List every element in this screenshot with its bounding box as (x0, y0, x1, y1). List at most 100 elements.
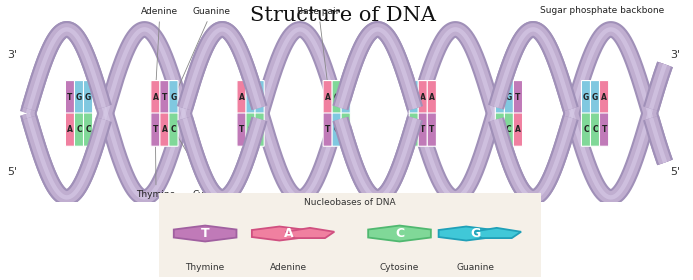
FancyBboxPatch shape (237, 81, 246, 114)
Text: G: G (333, 125, 340, 134)
FancyBboxPatch shape (74, 113, 84, 146)
FancyBboxPatch shape (83, 113, 93, 146)
Text: T: T (152, 125, 158, 134)
Text: T: T (516, 93, 520, 102)
Text: Guanine: Guanine (176, 7, 231, 92)
Text: G: G (471, 227, 481, 240)
FancyBboxPatch shape (255, 81, 264, 114)
Text: T: T (161, 93, 167, 102)
FancyBboxPatch shape (505, 81, 514, 114)
Text: G: G (170, 93, 177, 102)
Text: A: A (515, 125, 521, 134)
Text: C: C (411, 125, 416, 134)
Text: T: T (67, 93, 73, 102)
Polygon shape (439, 227, 494, 241)
Text: Sugar phosphate backbone: Sugar phosphate backbone (540, 6, 664, 15)
Text: T: T (239, 125, 244, 134)
Text: C: C (334, 93, 340, 102)
Text: G: G (256, 93, 263, 102)
Text: A: A (429, 93, 435, 102)
Text: 5': 5' (671, 167, 681, 177)
FancyBboxPatch shape (144, 191, 556, 280)
Text: G: G (342, 93, 349, 102)
FancyBboxPatch shape (514, 81, 523, 114)
FancyBboxPatch shape (428, 81, 437, 114)
Text: C: C (343, 125, 349, 134)
Text: A: A (325, 93, 331, 102)
Text: C: C (593, 125, 598, 134)
Text: T: T (429, 125, 435, 134)
Text: A: A (238, 93, 245, 102)
Text: G: G (411, 93, 417, 102)
FancyBboxPatch shape (246, 113, 255, 146)
FancyBboxPatch shape (409, 113, 419, 146)
FancyBboxPatch shape (323, 81, 332, 114)
FancyBboxPatch shape (151, 81, 160, 114)
FancyBboxPatch shape (169, 81, 178, 114)
Text: G: G (76, 93, 82, 102)
FancyBboxPatch shape (341, 81, 350, 114)
Polygon shape (252, 227, 307, 241)
Text: 5': 5' (8, 167, 17, 177)
FancyBboxPatch shape (581, 81, 590, 114)
Text: C: C (497, 125, 502, 134)
Text: Structure of DNA: Structure of DNA (250, 6, 436, 25)
FancyBboxPatch shape (83, 81, 93, 114)
Text: G: G (592, 93, 598, 102)
Text: Base pair: Base pair (297, 7, 340, 92)
Text: Adenine: Adenine (270, 263, 308, 272)
FancyBboxPatch shape (599, 81, 608, 114)
Text: G: G (85, 93, 91, 102)
FancyBboxPatch shape (419, 81, 428, 114)
Text: C: C (395, 227, 404, 240)
FancyBboxPatch shape (590, 113, 599, 146)
Text: G: G (583, 93, 589, 102)
FancyBboxPatch shape (514, 113, 523, 146)
Polygon shape (473, 228, 521, 238)
Text: A: A (420, 93, 426, 102)
FancyBboxPatch shape (160, 113, 169, 146)
FancyBboxPatch shape (341, 113, 350, 146)
Text: A: A (152, 93, 159, 102)
Text: G: G (497, 93, 503, 102)
Text: C: C (170, 125, 176, 134)
Text: C: C (248, 125, 254, 134)
Text: T: T (201, 227, 209, 240)
FancyBboxPatch shape (169, 113, 178, 146)
Text: T: T (420, 125, 426, 134)
FancyBboxPatch shape (323, 113, 332, 146)
FancyBboxPatch shape (332, 113, 341, 146)
Text: Nucleobases of DNA: Nucleobases of DNA (304, 198, 396, 207)
Text: T: T (602, 125, 607, 134)
FancyBboxPatch shape (599, 113, 608, 146)
Text: C: C (584, 125, 589, 134)
Text: T: T (325, 125, 331, 134)
Text: Guanine: Guanine (457, 263, 495, 272)
FancyBboxPatch shape (409, 81, 419, 114)
Text: 3': 3' (8, 50, 17, 60)
Polygon shape (174, 226, 236, 241)
Text: Cytosine: Cytosine (177, 134, 232, 199)
FancyBboxPatch shape (65, 113, 75, 146)
FancyBboxPatch shape (151, 113, 160, 146)
FancyBboxPatch shape (581, 113, 590, 146)
Text: A: A (161, 125, 168, 134)
FancyBboxPatch shape (255, 113, 264, 146)
FancyBboxPatch shape (419, 113, 428, 146)
Text: A: A (67, 125, 73, 134)
Text: Thymine: Thymine (137, 135, 176, 199)
Polygon shape (368, 226, 431, 241)
Text: G: G (247, 93, 254, 102)
FancyBboxPatch shape (428, 113, 437, 146)
FancyBboxPatch shape (65, 81, 75, 114)
FancyBboxPatch shape (495, 81, 505, 114)
FancyBboxPatch shape (505, 113, 514, 146)
Text: C: C (257, 125, 263, 134)
FancyBboxPatch shape (237, 113, 246, 146)
Text: C: C (85, 125, 91, 134)
Text: C: C (76, 125, 82, 134)
Text: A: A (601, 93, 607, 102)
Text: Cytosine: Cytosine (380, 263, 419, 272)
FancyBboxPatch shape (495, 113, 505, 146)
Text: 3': 3' (671, 50, 681, 60)
